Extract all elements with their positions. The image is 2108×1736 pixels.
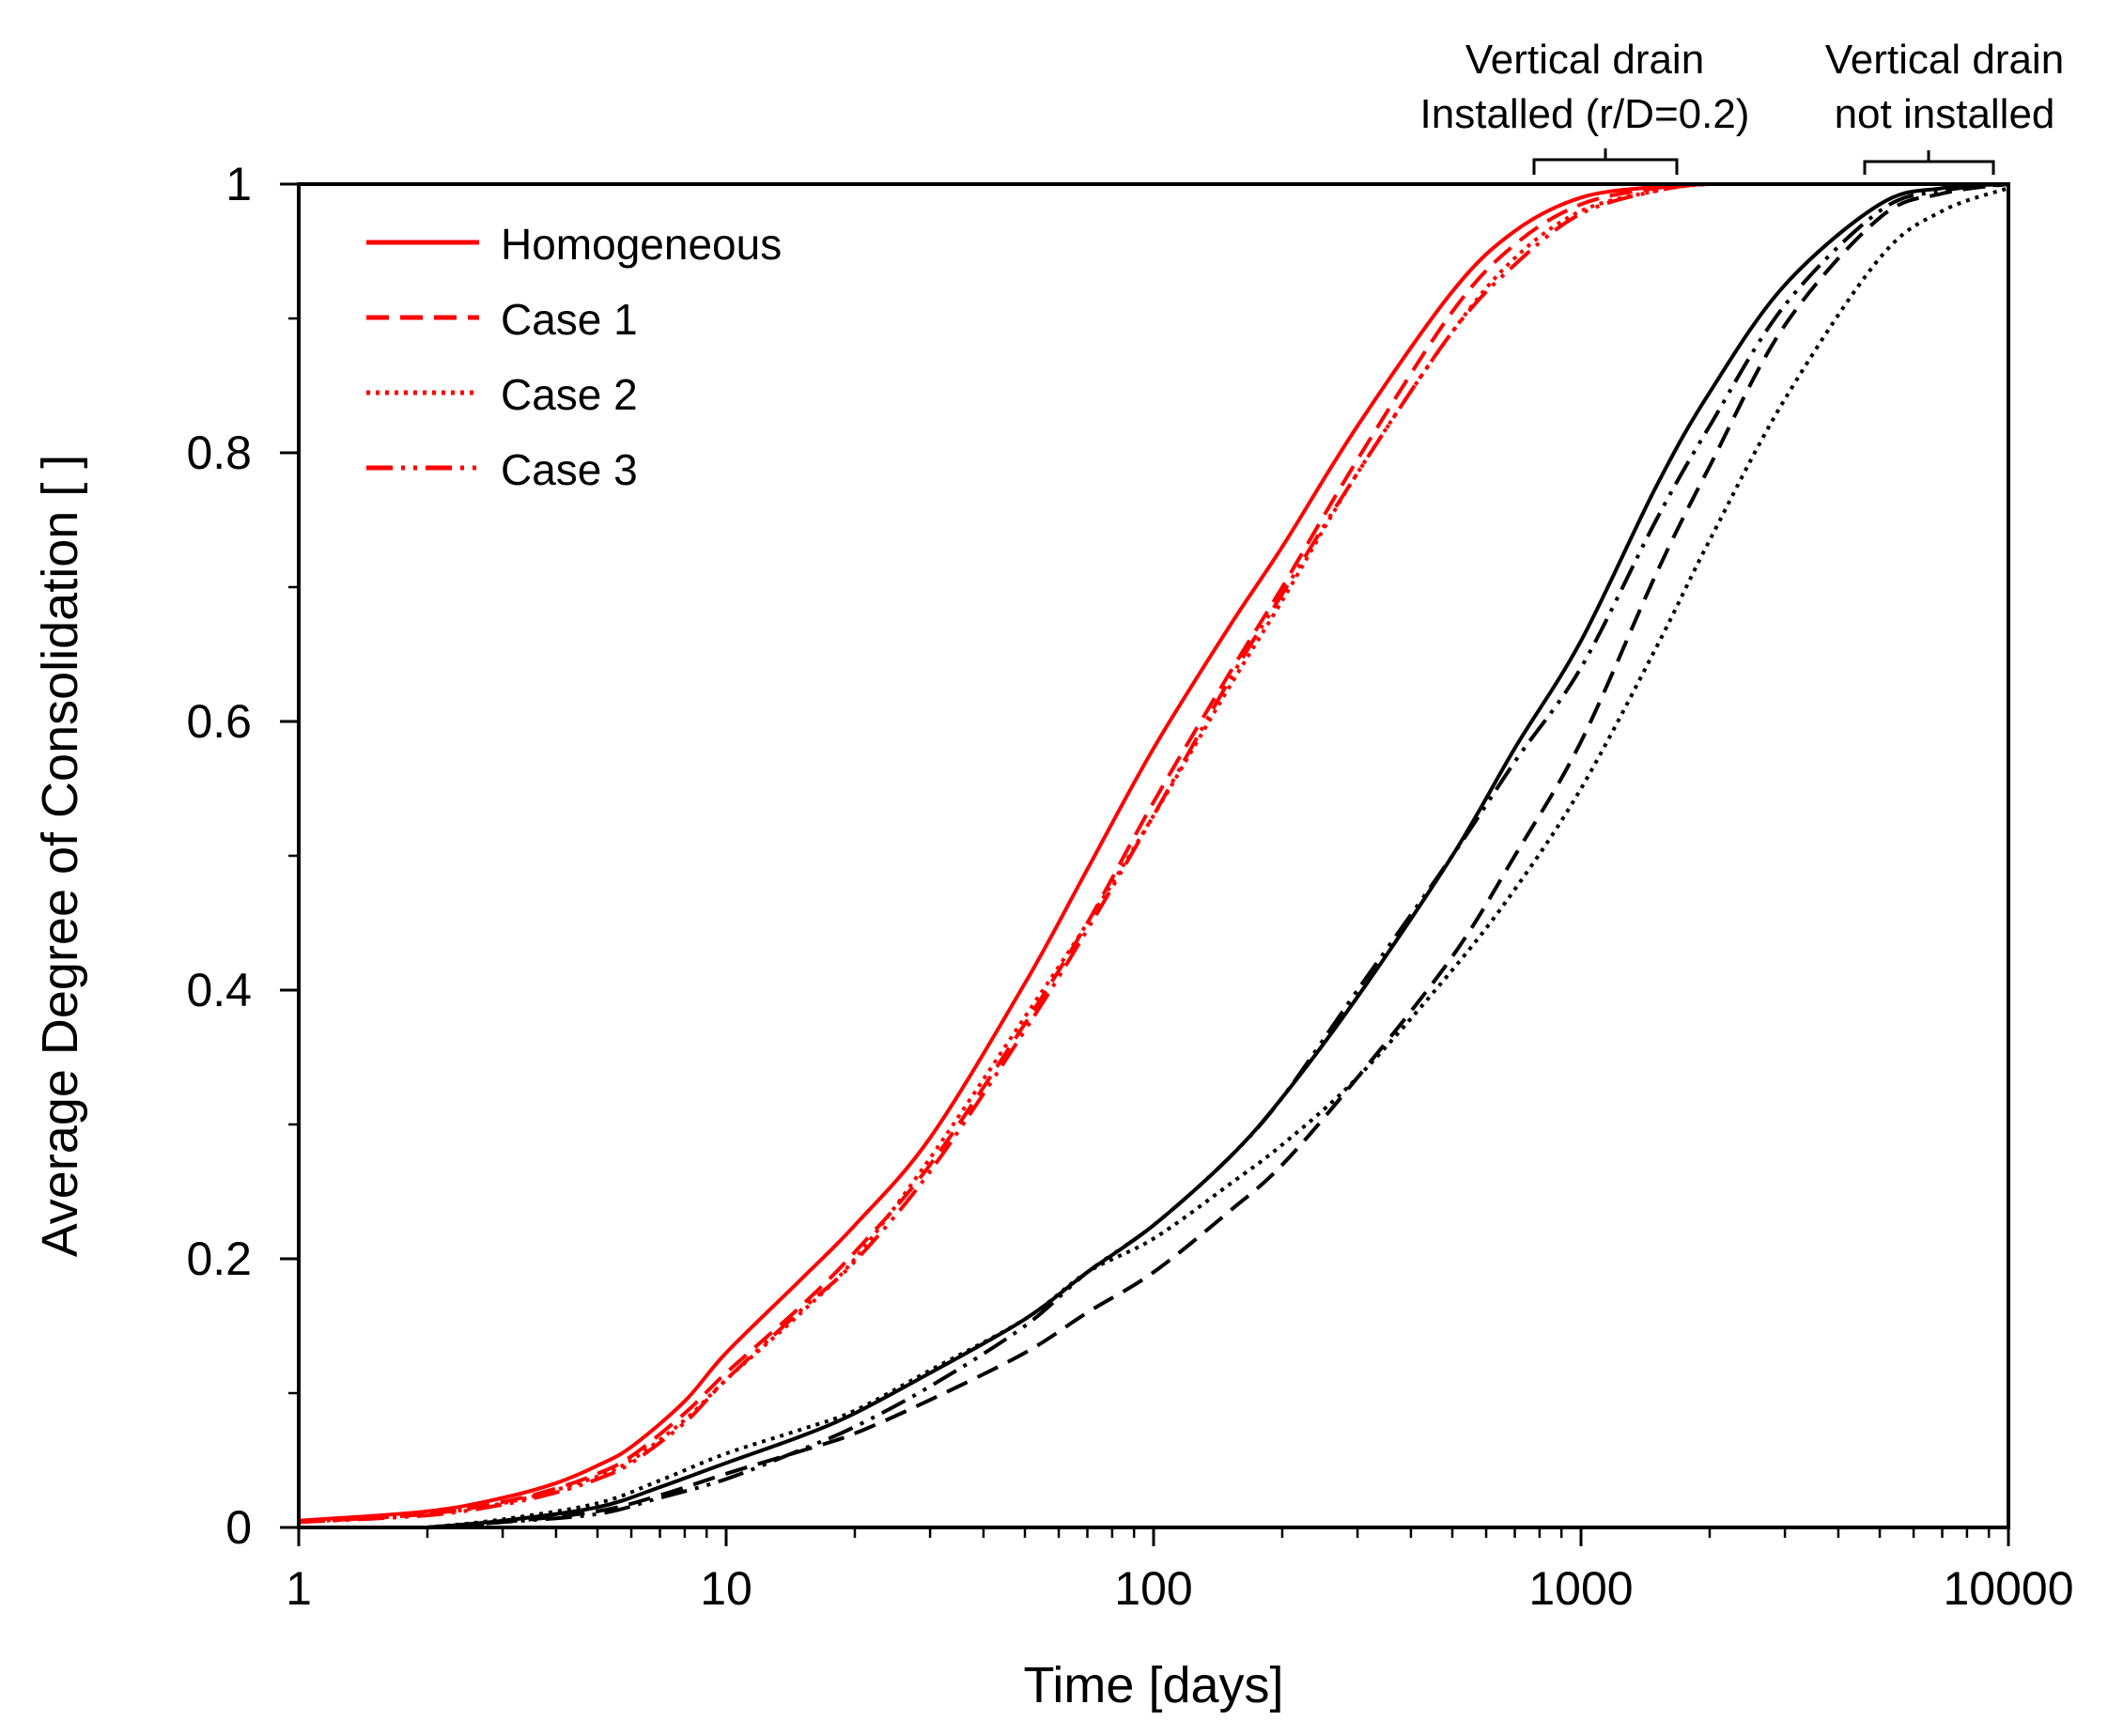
series-line-no-drain-case-3 bbox=[426, 184, 2008, 1527]
annotation-installed-bracket bbox=[1532, 148, 1679, 175]
x-axis-title: Time [days] bbox=[1023, 1657, 1283, 1713]
y-tick-label: 0 bbox=[225, 1501, 252, 1554]
legend-label-case-1: Case 1 bbox=[501, 295, 638, 344]
x-tick-label: 10 bbox=[700, 1562, 752, 1615]
annotation-not-installed-line2: not installed bbox=[1835, 91, 2055, 137]
x-tick-label: 100 bbox=[1114, 1562, 1192, 1615]
y-tick-label: 0.4 bbox=[186, 964, 252, 1016]
x-tick-label: 1000 bbox=[1528, 1562, 1633, 1615]
series-line-no-drain-case-1 bbox=[426, 184, 2008, 1527]
legend: Homogeneous Case 1 Case 2 Case 3 bbox=[366, 220, 782, 494]
series-line-drain-case-1 bbox=[299, 184, 1786, 1525]
series-line-drain-case-3 bbox=[299, 184, 1786, 1525]
annotation-not-installed-line1: Vertical drain bbox=[1825, 37, 2064, 83]
series-line-no-drain-case-2 bbox=[426, 186, 2008, 1527]
y-tick-label: 0.6 bbox=[186, 695, 252, 748]
x-tick-label: 1 bbox=[286, 1562, 312, 1615]
x-tick-label: 10000 bbox=[1943, 1562, 2073, 1615]
series-layer bbox=[299, 184, 2008, 1527]
series-line-drain-homogeneous bbox=[299, 184, 1786, 1523]
y-axis-title: Average Degree of Consolidation [ ] bbox=[32, 455, 88, 1258]
annotation-installed-line1: Vertical drain bbox=[1465, 37, 1704, 83]
legend-label-case-2: Case 2 bbox=[501, 370, 638, 419]
annotations: Vertical drain Installed (r/D=0.2) Verti… bbox=[1420, 37, 2064, 175]
y-tick-label: 0.2 bbox=[186, 1232, 252, 1285]
annotation-installed-line2: Installed (r/D=0.2) bbox=[1420, 91, 1750, 137]
series-line-drain-case-2 bbox=[299, 184, 1786, 1525]
y-tick-label: 1 bbox=[225, 158, 252, 210]
legend-label-case-3: Case 3 bbox=[501, 445, 638, 494]
legend-label-homogeneous: Homogeneous bbox=[501, 220, 782, 269]
ticks-layer: 1 10 100 1000 10000 0 0.2 0.4 0.6 0.8 1 bbox=[186, 158, 2073, 1615]
y-tick-label: 0.8 bbox=[186, 426, 252, 479]
annotation-not-installed-bracket bbox=[1863, 150, 1995, 175]
